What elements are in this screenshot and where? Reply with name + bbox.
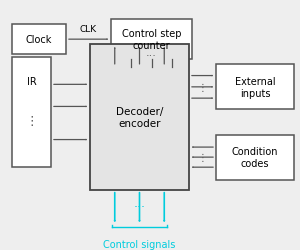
Text: Control signals: Control signals [103,239,176,249]
Text: ...: ... [146,48,157,58]
Bar [216,135,294,180]
Text: Condition
codes: Condition codes [232,147,278,168]
Text: ⋮: ⋮ [198,152,207,162]
Text: External
inputs: External inputs [235,77,275,98]
Bar [12,58,51,168]
Text: ⋮: ⋮ [25,115,38,128]
Text: IR: IR [27,77,36,87]
Text: CLK: CLK [80,25,97,34]
Bar [216,65,294,110]
Text: ...: ... [134,196,146,209]
Text: Clock: Clock [26,35,52,45]
Bar [90,45,189,190]
Bar [111,20,192,60]
Bar [12,25,66,55]
Text: Decoder/
encoder: Decoder/ encoder [116,107,163,128]
Text: ⋮: ⋮ [198,82,207,92]
Text: Control step
counter: Control step counter [122,29,181,51]
